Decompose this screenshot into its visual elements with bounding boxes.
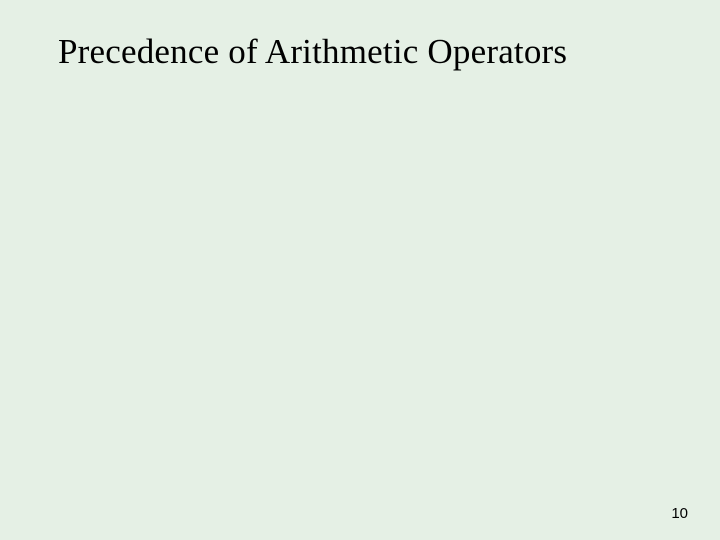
slide-title: Precedence of Arithmetic Operators bbox=[58, 32, 567, 72]
page-number: 10 bbox=[671, 505, 688, 522]
